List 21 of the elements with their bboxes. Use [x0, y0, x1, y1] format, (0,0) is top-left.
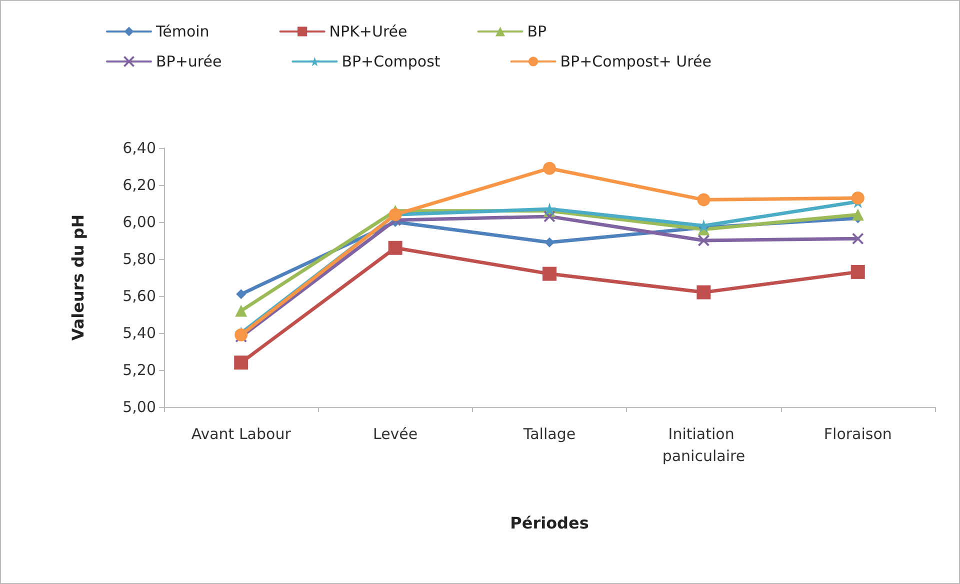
- y-tick-label: 5,40: [122, 324, 156, 342]
- y-tick-label: 5,20: [122, 361, 156, 379]
- y-tick-label: 6,20: [122, 176, 156, 194]
- legend-label: Témoin: [155, 22, 210, 40]
- y-tick-label: 5,80: [122, 250, 156, 268]
- y-tick-label: 5,00: [122, 398, 156, 416]
- x-tick-label: Initiation paniculaire: [662, 425, 746, 465]
- legend-label: BP+Compost: [342, 52, 440, 70]
- legend-label: BP+urée: [156, 52, 222, 70]
- legend-label: BP+Compost+ Urée: [560, 52, 712, 70]
- y-tick-label: 6,40: [122, 139, 156, 157]
- x-tick-label: Avant Labour: [191, 425, 292, 443]
- y-axis-title: Valeurs du pH: [68, 214, 88, 341]
- y-tick-label: 6,00: [122, 213, 156, 231]
- x-tick-label: Levée: [372, 425, 418, 443]
- x-axis-title: Périodes: [510, 514, 589, 532]
- x-tick-label: Tallage: [522, 425, 576, 443]
- legend-label: NPK+Urée: [329, 22, 408, 40]
- y-tick-label: 5,60: [122, 287, 156, 305]
- x-tick-label: Floraison: [824, 425, 892, 443]
- legend-label: BP: [527, 22, 547, 40]
